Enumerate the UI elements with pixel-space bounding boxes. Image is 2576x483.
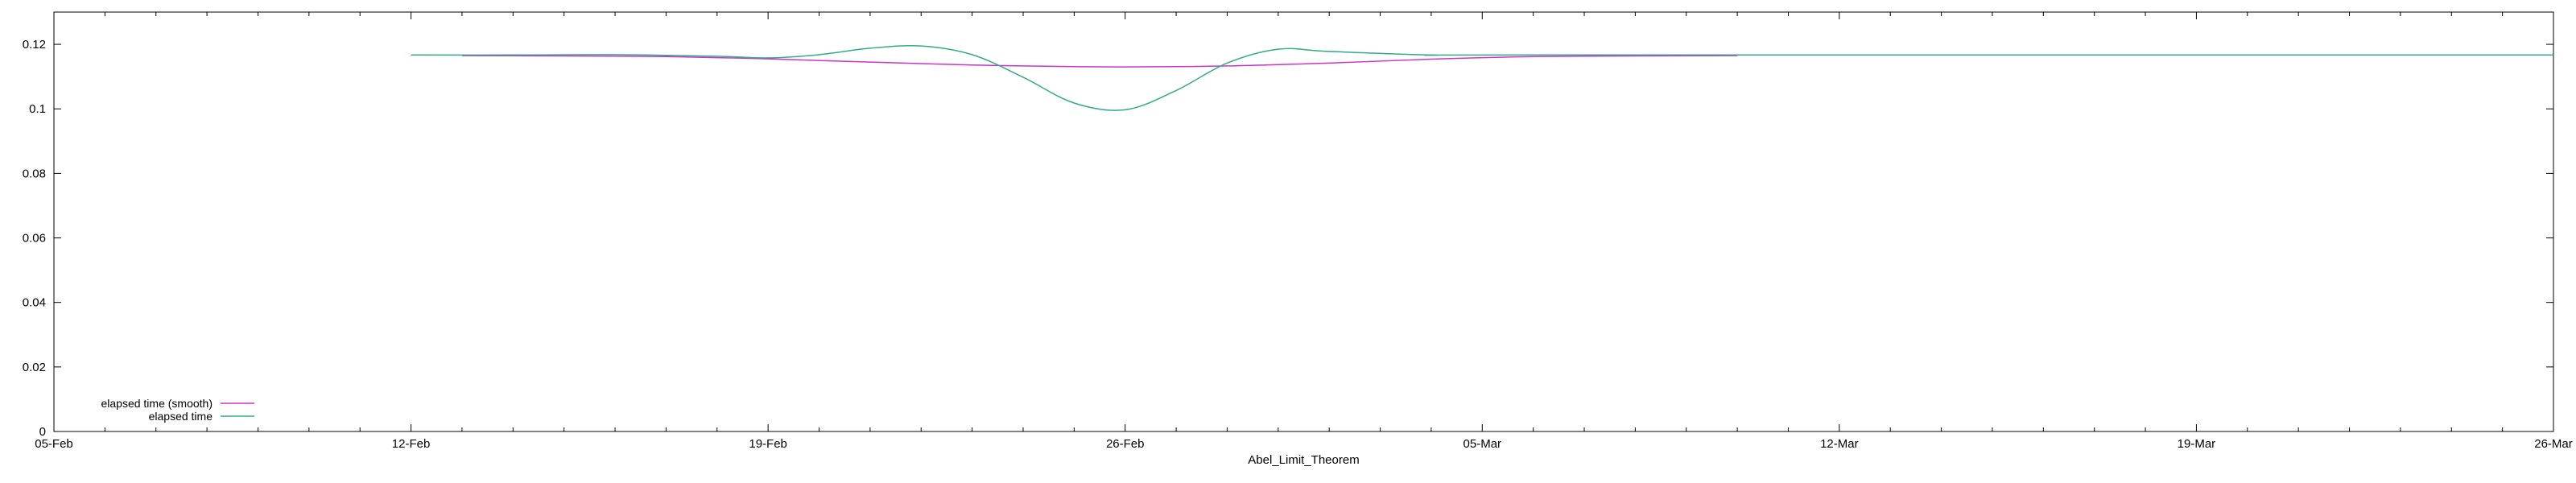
x-tick-label: 19-Feb <box>749 437 787 451</box>
legend-label: elapsed time <box>149 410 213 423</box>
x-tick-label: 12-Feb <box>392 437 431 451</box>
x-tick-label: 26-Feb <box>1106 437 1145 451</box>
series-layer <box>411 44 2553 111</box>
y-tick-label: 0.04 <box>23 296 46 310</box>
x-tick-label: 26-Mar <box>2534 437 2573 451</box>
series-line-raw <box>411 44 2553 111</box>
y-tick-label: 0.08 <box>23 167 46 180</box>
x-tick-label: 05-Feb <box>35 437 73 451</box>
y-tick-label: 0.12 <box>23 38 46 52</box>
x-tick-label: 19-Mar <box>2178 437 2216 451</box>
x-axis-ticks: 05-Feb 12-Feb 19-Feb 26-Feb 05-Mar 12-Mar 19-M… <box>35 12 2573 451</box>
series-line-smooth <box>461 55 1738 68</box>
legend: elapsed time (smooth)elapsed time <box>101 397 254 423</box>
y-tick-label: 0.02 <box>23 361 46 374</box>
y-tick-label: 0 <box>39 425 46 439</box>
y-axis-ticks: 0 0.02 0.04 0.06 0.08 0.1 0.12 <box>23 38 2553 439</box>
legend-label: elapsed time (smooth) <box>101 397 213 410</box>
x-axis-title: Abel_Limit_Theorem <box>1248 453 1359 467</box>
plot-border <box>53 11 2554 432</box>
x-tick-label: 12-Mar <box>1820 437 1859 451</box>
y-tick-label: 0.06 <box>23 232 46 246</box>
y-tick-label: 0.1 <box>29 102 46 116</box>
x-tick-label: 05-Mar <box>1463 437 1502 451</box>
